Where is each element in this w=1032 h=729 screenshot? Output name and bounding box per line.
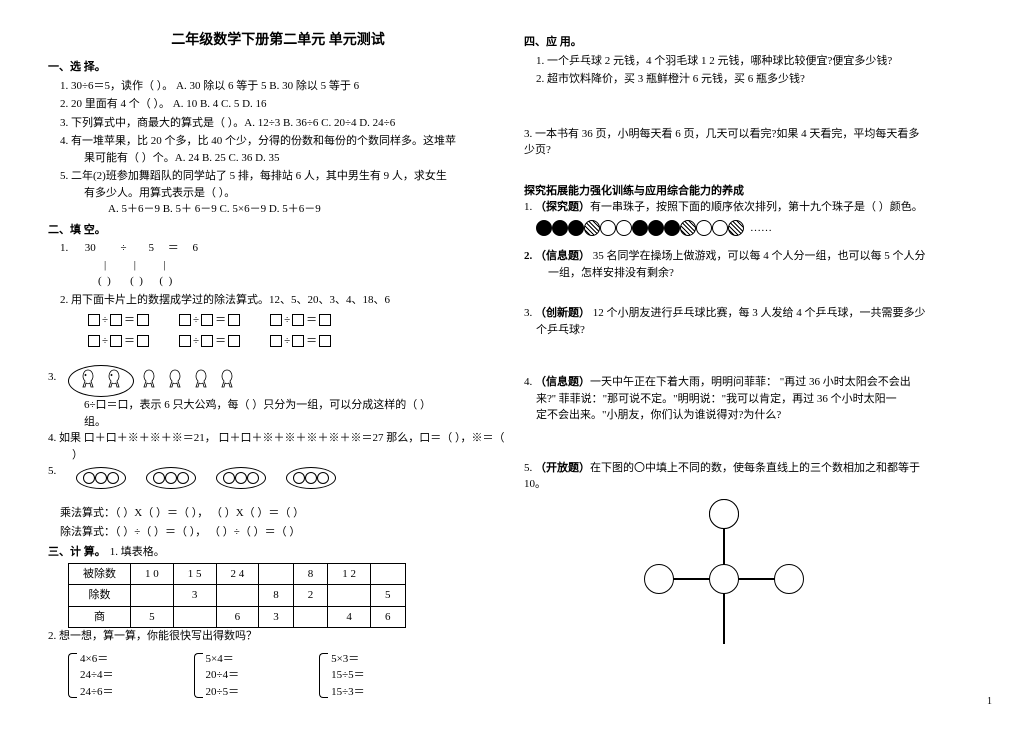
s1-q4b: 果可能有（ ）个。A. 24 B. 25 C. 36 D. 35 bbox=[84, 150, 508, 167]
smiley-row bbox=[76, 467, 336, 489]
s2-q1a: 1. 30 ÷ 5 ＝ 6 bbox=[60, 240, 508, 257]
s1-q5b: 有多少人。用算式表示是（ ）。 bbox=[84, 185, 508, 202]
box-equations-row2: ÷＝ ÷＝ ÷＝ bbox=[88, 333, 508, 350]
s4-q3b: 少页? bbox=[524, 142, 984, 159]
ext-q3b: 个乒乓球? bbox=[536, 322, 984, 339]
calc-table: 被除数1 01 52 481 2 除数3825 商56346 bbox=[68, 563, 406, 629]
right-column: 四、应 用。 1. 一个乒乓球 2 元钱，4 个羽毛球 1 2 元钱，哪种球比较… bbox=[516, 30, 992, 709]
ext-q2b: 一组，怎样安排没有剩余? bbox=[548, 265, 984, 282]
ext-q1: 1. （探究题）1. （探究题）有一串珠子，按照下面的顺序依次排列，第十九个珠子… bbox=[524, 199, 984, 216]
s4-q3a: 3. 一本书有 36 页，小明每天看 6 页，几天可以看完?如果 4 天看完，平… bbox=[524, 126, 984, 143]
box-equations-row1: ÷＝ ÷＝ ÷＝ bbox=[88, 312, 508, 329]
page-number: 1 bbox=[987, 694, 992, 709]
ext-q2a: 2. （信息题） 35 名同学在操场上做游戏，可以每 4 个人分一组，也可以每 … bbox=[524, 248, 984, 265]
doc-title: 二年级数学下册第二单元 单元测试 bbox=[48, 30, 508, 51]
ext-q5b: 10。 bbox=[524, 476, 984, 493]
s4-q2: 2. 超市饮料降价，买 3 瓶鲜橙汁 6 元钱，买 6 瓶多少钱? bbox=[536, 71, 984, 88]
s2-q4: 4. 如果 口＋口＋※＋※＋※＝21， 口＋口＋※＋※＋※＋※＋※＝27 那么，… bbox=[48, 430, 508, 447]
chicken-icon bbox=[103, 368, 125, 394]
s1-q1: 1. 30÷6＝5，读作（ ）。 A. 30 除以 6 等于 5 B. 30 除… bbox=[60, 78, 508, 95]
chicken-icon bbox=[77, 368, 99, 394]
s2-q1c: ( ) ( ) ( ) bbox=[98, 273, 508, 290]
s2-q5a: 乘法算式：（ ）X（ ）＝（ ）， （ ）X（ ）＝（ ） bbox=[60, 505, 508, 522]
bead-row: …… bbox=[536, 220, 984, 237]
s3-sub1: 1. 填表格。 bbox=[110, 544, 165, 561]
chicken-row bbox=[68, 365, 238, 397]
section-2-head: 二、填 空。 bbox=[48, 222, 508, 239]
s2-q4b: ） bbox=[72, 447, 508, 464]
ext-q3a: 3. （创新题） 12 个小朋友进行乒乓球比赛，每 3 人发给 4 个乒乓球，一… bbox=[524, 305, 984, 322]
brace-equations: 4×6＝24÷4＝24÷6＝ 5×4＝20÷4＝20÷5＝ 5×3＝15÷5＝1… bbox=[68, 651, 508, 701]
s1-q2: 2. 20 里面有 4 个（ ）。 A. 10 B. 4 C. 5 D. 16 bbox=[60, 96, 508, 113]
table-row: 商56346 bbox=[69, 606, 406, 628]
s1-q5c: A. 5＋6－9 B. 5＋ 6－9 C. 5×6－9 D. 5＋6－9 bbox=[108, 201, 508, 218]
s1-q4a: 4. 有一堆苹果，比 20 个多，比 40 个少，分得的份数和每份的个数同样多。… bbox=[60, 133, 508, 150]
chicken-icon bbox=[138, 368, 160, 394]
ext-q4a: 4. （信息题）一天中午正在下着大雨，明明问菲菲： "再过 36 小时太阳会不会… bbox=[524, 374, 984, 391]
section-1-head: 一、选 择。 bbox=[48, 59, 508, 76]
ext-q4c: 定不会出来。"小朋友，你们认为谁说得对?为什么? bbox=[536, 407, 984, 424]
circle-diagram bbox=[644, 499, 804, 659]
s1-q3: 3. 下列算式中，商最大的算式是（ ）。A. 12÷3 B. 36÷6 C. 2… bbox=[60, 115, 508, 132]
s1-q5a: 5. 二年(2)班参加舞蹈队的同学站了 5 排，每排站 6 人，其中男生有 9 … bbox=[60, 168, 508, 185]
table-row: 被除数1 01 52 481 2 bbox=[69, 563, 406, 585]
ext-head: 探究拓展能力强化训练与应用综合能力的养成 bbox=[524, 183, 984, 200]
chicken-icon bbox=[190, 368, 212, 394]
chicken-group bbox=[68, 365, 134, 397]
s2-q2: 2. 用下面卡片上的数摆成学过的除法算式。12、5、20、3、4、18、6 bbox=[60, 292, 508, 309]
s2-q5b: 除法算式：（ ）÷（ ）＝（ ）， （ ）÷（ ）＝（ ） bbox=[60, 524, 508, 541]
ext-q4b: 来?'' 菲菲说："那可说不定。"明明说："我可以肯定，再过 36 个小时太阳一 bbox=[536, 391, 984, 408]
s3-q2: 2. 想一想，算一算，你能很快写出得数吗？ bbox=[48, 628, 508, 645]
chicken-icon bbox=[164, 368, 186, 394]
table-row: 除数3825 bbox=[69, 585, 406, 607]
s4-q1: 1. 一个乒乓球 2 元钱，4 个羽毛球 1 2 元钱，哪种球比较便宜?便宜多少… bbox=[536, 53, 984, 70]
chicken-icon bbox=[216, 368, 238, 394]
dots: …… bbox=[750, 220, 772, 237]
s2-q3num: 3. bbox=[48, 369, 56, 386]
section-3-head: 三、计 算。 bbox=[48, 544, 106, 561]
left-column: 二年级数学下册第二单元 单元测试 一、选 择。 1. 30÷6＝5，读作（ ）。… bbox=[40, 30, 516, 709]
s2-q3a: 6÷口＝口，表示 6 只大公鸡，每（ ）只分为一组，可以分成这样的（ ） bbox=[84, 397, 508, 414]
s2-q3b: 组。 bbox=[84, 414, 508, 431]
s2-q5num: 5. bbox=[48, 463, 56, 480]
s2-q1b: | | | bbox=[104, 257, 508, 274]
section-4-head: 四、应 用。 bbox=[524, 34, 984, 51]
ext-q5a: 5. （开放题）在下图的〇中填上不同的数，使每条直线上的三个数相加之和都等于 bbox=[524, 460, 984, 477]
